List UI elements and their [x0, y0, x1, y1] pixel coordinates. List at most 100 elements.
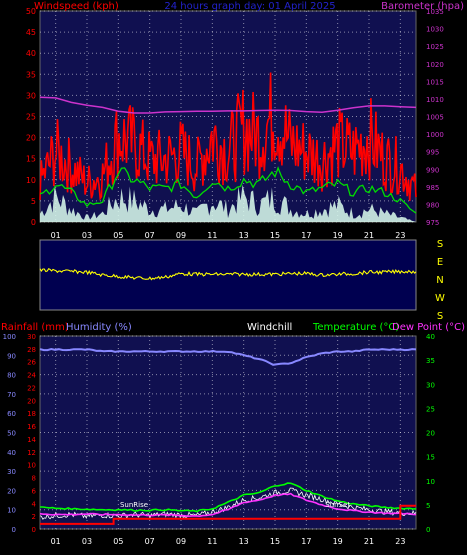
panel1-hour-label: 17	[301, 231, 311, 240]
rainfall-tick-label: 24	[27, 372, 36, 380]
humidity-tick-label: 0	[12, 526, 16, 534]
humidity-tick-label: 50	[7, 430, 16, 438]
panel3-hour-label: 01	[51, 537, 61, 546]
panel1-hour-label: 23	[395, 231, 405, 240]
temperature-tick-label: 30	[426, 381, 435, 389]
rainfall-tick-label: 0	[32, 526, 36, 534]
humidity-tick-label: 90	[7, 352, 16, 360]
barometer-tick-label: 980	[426, 201, 439, 209]
dewpoint-line	[39, 492, 417, 518]
windspeed-tick-label: 40	[26, 49, 36, 58]
direction-label-n: N	[436, 275, 443, 286]
panel3-hour-label: 19	[333, 537, 343, 546]
panel3-hour-label: 21	[364, 537, 374, 546]
windspeed-tick-label: 45	[26, 28, 36, 37]
panel1-hour-label: 15	[270, 231, 280, 240]
direction-label-s: S	[437, 311, 443, 322]
rainfall-tick-label: 30	[27, 333, 36, 341]
humidity-axis-label: Humidity (%)	[66, 322, 132, 333]
barometer-tick-label: 1025	[426, 43, 444, 51]
temperature-tick-label: 40	[426, 333, 435, 341]
panel1-marks	[39, 72, 417, 222]
rain-humidity-temperature-panel: SunRise SunSet 01020304050607080901000246…	[1, 322, 465, 546]
panel1-hour-label: 07	[145, 231, 155, 240]
rainfall-tick-label: 4	[32, 500, 37, 508]
chart-title: 24 hours graph day: 01 April 2025	[164, 1, 335, 12]
panel1-hour-label: 05	[113, 231, 123, 240]
rainfall-tick-label: 10	[27, 462, 36, 470]
panel1-hour-label: 03	[82, 231, 92, 240]
windspeed-tick-label: 10	[26, 176, 36, 185]
rainfall-tick-label: 8	[32, 475, 36, 483]
rainfall-axis-label: Rainfall (mm)	[1, 322, 69, 333]
panel3-hour-label: 03	[82, 537, 92, 546]
panel1-hour-label: 21	[364, 231, 374, 240]
windspeed-tick-label: 25	[26, 113, 36, 122]
panel3-hour-label: 17	[301, 537, 311, 546]
windspeed-tick-label: 5	[31, 197, 36, 206]
windspeed-axis-label: Windspeed (kph)	[34, 1, 119, 12]
barometer-tick-label: 1020	[426, 61, 444, 69]
panel1-hour-label: 13	[239, 231, 249, 240]
rainfall-tick-label: 28	[27, 346, 36, 354]
windspeed-tick-label: 15	[26, 155, 36, 164]
barometer-tick-label: 1030	[426, 26, 444, 34]
direction-label-s: S	[437, 239, 443, 250]
humidity-tick-label: 100	[3, 333, 16, 341]
barometer-line	[39, 96, 417, 114]
barometer-axis-label: Barometer (hpa)	[381, 1, 464, 12]
panel1-hour-label: 11	[207, 231, 217, 240]
panel3-marks: SunRise SunSet	[39, 347, 417, 525]
panel3-hour-label: 07	[145, 537, 155, 546]
humidity-tick-label: 40	[7, 449, 16, 457]
humidity-tick-label: 30	[7, 468, 16, 476]
rainfall-tick-label: 2	[32, 513, 36, 521]
barometer-tick-label: 975	[426, 219, 439, 227]
panel1-hour-label: 01	[51, 231, 61, 240]
rainfall-line	[40, 504, 416, 525]
temperature-tick-label: 5	[426, 502, 430, 510]
wind-speed-area	[40, 184, 416, 222]
temperature-line	[40, 482, 417, 513]
windchill-label: Windchill	[247, 322, 292, 333]
panel3-hour-label: 15	[270, 537, 280, 546]
rainfall-tick-label: 16	[27, 423, 36, 431]
panel3-hour-label: 13	[239, 537, 249, 546]
panel1-hour-label: 19	[333, 231, 343, 240]
barometer-tick-label: 985	[426, 184, 439, 192]
panel3-hour-label: 11	[207, 537, 217, 546]
humidity-tick-label: 10	[7, 507, 16, 515]
windchill-line	[39, 487, 417, 520]
temperature-tick-label: 20	[426, 430, 435, 438]
panel1-ticks: 0510152025303540455097598098599099510001…	[26, 7, 444, 240]
barometer-tick-label: 1005	[426, 114, 444, 122]
barometer-tick-label: 1035	[426, 8, 444, 16]
panel2-marks	[39, 267, 417, 281]
temperature-tick-label: 15	[426, 454, 435, 462]
temperature-tick-label: 10	[426, 478, 435, 486]
windspeed-tick-label: 30	[26, 91, 36, 100]
barometer-tick-label: 1000	[426, 131, 444, 139]
gust-line	[39, 72, 417, 202]
panel3-hour-label: 09	[176, 537, 186, 546]
windspeed-tick-label: 50	[26, 7, 36, 16]
barometer-tick-label: 1010	[426, 96, 444, 104]
windspeed-tick-label: 35	[26, 70, 36, 79]
dewpoint-axis-label: Dew Point (°C)	[392, 322, 465, 333]
barometer-tick-label: 990	[426, 166, 439, 174]
humidity-tick-label: 20	[7, 487, 16, 495]
sunset-annotation: SunSet	[325, 501, 350, 509]
rainfall-tick-label: 26	[27, 359, 36, 367]
wind-barometer-panel: 0510152025303540455097598098599099510001…	[26, 1, 464, 240]
wind-direction-line	[39, 267, 417, 281]
panel1-hour-label: 09	[176, 231, 186, 240]
barometer-tick-label: 1015	[426, 78, 444, 86]
humidity-tick-label: 80	[7, 372, 16, 380]
humidity-tick-label: 60	[7, 410, 16, 418]
humidity-line	[39, 347, 417, 366]
temperature-tick-label: 0	[426, 526, 430, 534]
panel3-ticks: 0102030405060708090100024681012141618202…	[3, 333, 435, 546]
rainfall-tick-label: 14	[27, 436, 36, 444]
